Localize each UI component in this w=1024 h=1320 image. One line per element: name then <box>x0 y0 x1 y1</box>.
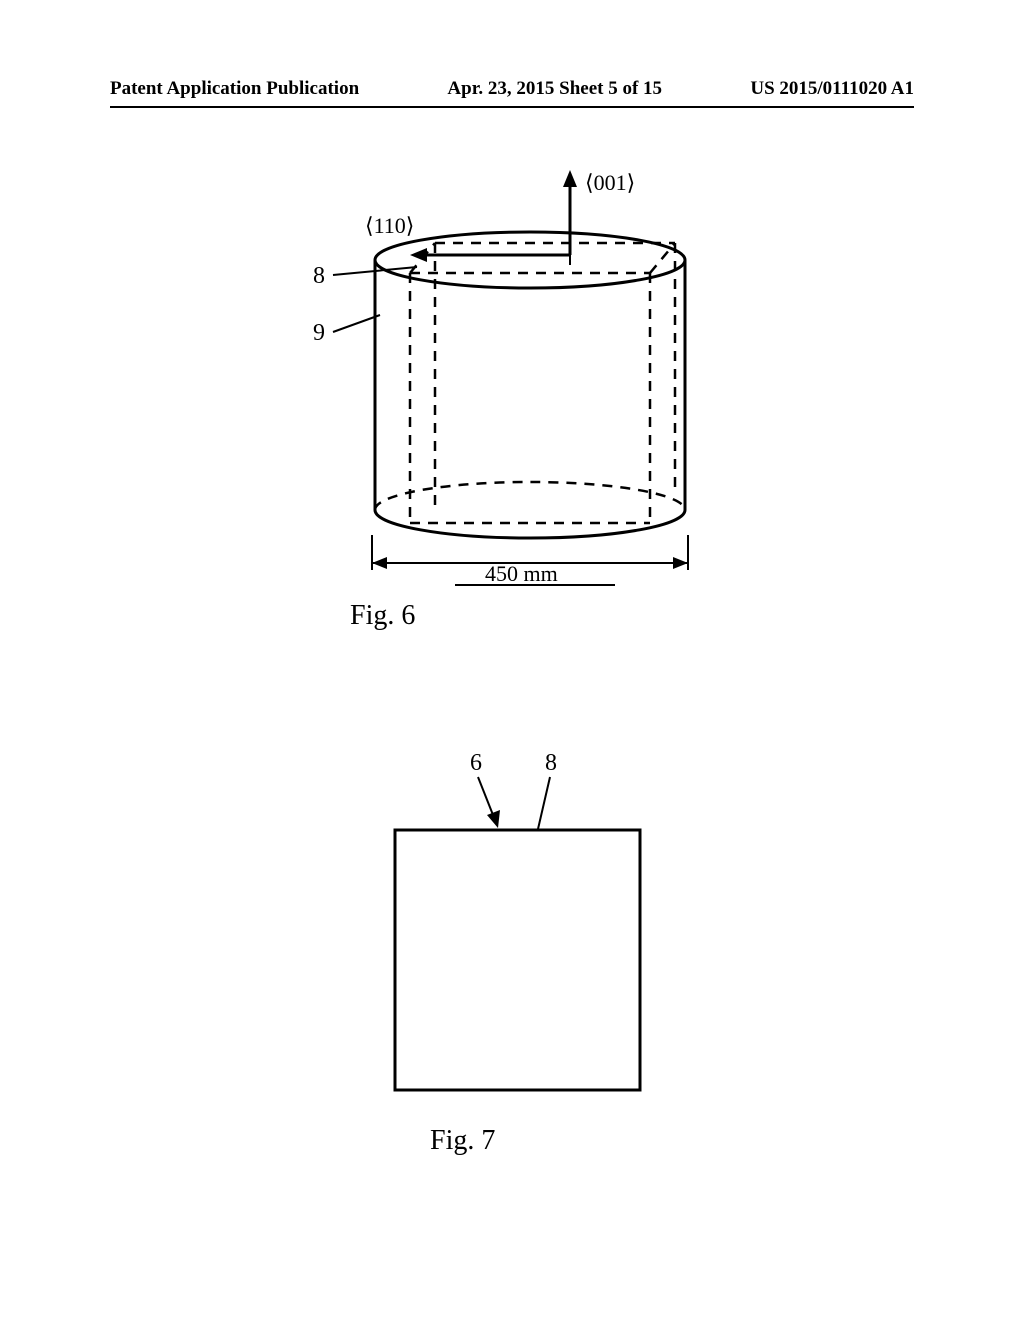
dim-arrow-right <box>673 557 688 569</box>
ref-9-label: 9 <box>313 320 325 346</box>
ref-8-label: 8 <box>313 263 325 289</box>
header-right: US 2015/0111020 A1 <box>750 78 914 100</box>
dimension-label: 450 mm <box>485 561 558 586</box>
figure-7: 6 8 <box>360 745 710 1105</box>
cylinder-bottom-back <box>375 482 685 510</box>
axis-110-arrowhead <box>410 248 427 262</box>
fig7-rectangle <box>395 830 640 1090</box>
header-rule <box>110 106 914 108</box>
figure-6: ⟨001⟩ ⟨110⟩ 8 9 450 mm <box>305 165 755 595</box>
dim-arrow-left <box>372 557 387 569</box>
ref-8b-label: 8 <box>545 750 557 776</box>
ref-6-label: 6 <box>470 750 482 776</box>
axis-110-label: ⟨110⟩ <box>365 213 414 238</box>
ref-6-arrowhead <box>487 810 500 828</box>
header-center: Apr. 23, 2015 Sheet 5 of 15 <box>447 78 662 100</box>
ref-9-leader <box>333 315 380 332</box>
ref-8b-leader <box>538 777 550 829</box>
axis-001-arrowhead <box>563 170 577 187</box>
page-header: Patent Application Publication Apr. 23, … <box>0 78 1024 100</box>
cylinder-bottom-front <box>375 510 685 538</box>
cylinder-top-ellipse <box>375 232 685 288</box>
axis-001-label: ⟨001⟩ <box>585 170 635 195</box>
header-left: Patent Application Publication <box>110 78 359 100</box>
figure-7-caption: Fig. 7 <box>430 1125 495 1157</box>
figure-6-caption: Fig. 6 <box>350 600 415 632</box>
